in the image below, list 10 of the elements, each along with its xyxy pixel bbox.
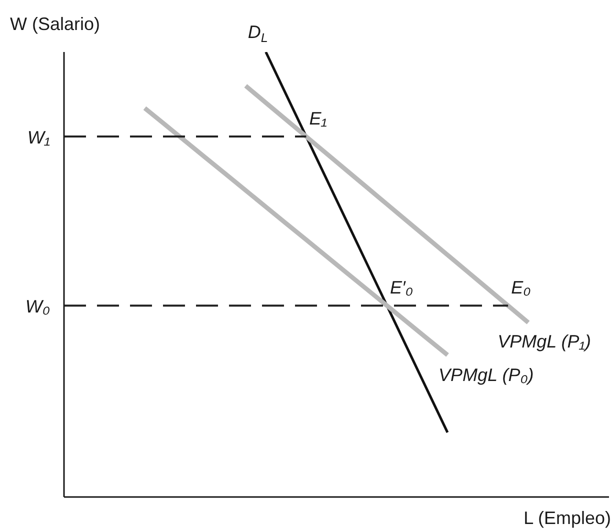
text: W₀ <box>25 296 50 317</box>
text: W₁ <box>27 128 50 148</box>
series-label: VPMgL (P₀) <box>438 365 534 386</box>
x-axis-title: L (Empleo) <box>524 508 611 528</box>
annotation: E₁ <box>309 108 328 129</box>
annotation: E′₀ <box>390 278 414 298</box>
annotation: E₀ <box>511 278 532 298</box>
y-axis-title: W (Salario) <box>10 14 100 34</box>
series-label: VPMgL (P₁) <box>498 332 591 352</box>
series-label: D$_{L}$ <box>248 22 268 45</box>
